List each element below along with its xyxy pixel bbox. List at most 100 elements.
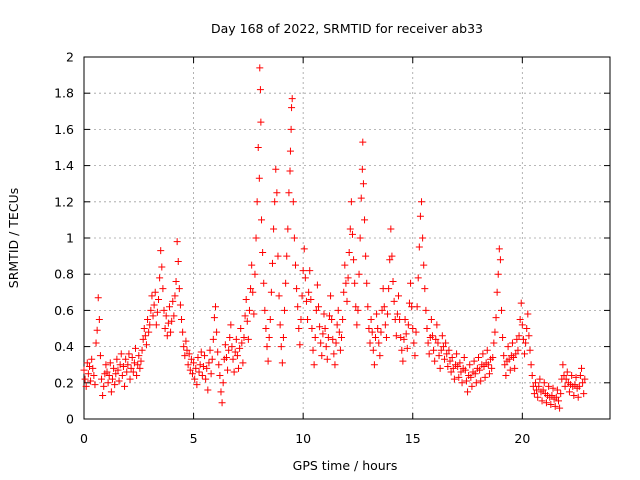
data-point (153, 308, 161, 316)
data-point (106, 359, 114, 367)
data-point (171, 292, 179, 300)
data-point (341, 261, 349, 269)
data-point (510, 353, 518, 361)
data-point (148, 292, 156, 300)
data-point (99, 391, 107, 399)
data-point (455, 373, 463, 381)
data-point (418, 198, 426, 206)
data-point (147, 306, 155, 314)
data-point (278, 359, 286, 367)
data-point (274, 252, 282, 260)
data-point (194, 353, 202, 361)
data-point (156, 274, 164, 282)
data-point (385, 285, 393, 293)
data-point (351, 279, 359, 287)
data-point (441, 355, 449, 363)
data-point (150, 301, 158, 309)
data-point (284, 225, 292, 233)
data-point (416, 212, 424, 220)
data-point (128, 353, 136, 361)
data-point (484, 361, 492, 369)
data-point (382, 334, 390, 342)
data-point (89, 364, 97, 372)
data-point (176, 301, 184, 309)
data-point (206, 346, 214, 354)
data-point (421, 285, 429, 293)
data-point (80, 366, 88, 374)
data-point (126, 375, 134, 383)
data-point (501, 361, 509, 369)
data-point (570, 391, 578, 399)
data-point (163, 332, 171, 340)
data-point (362, 252, 370, 260)
data-point (434, 339, 442, 347)
data-point (168, 317, 176, 325)
data-point (515, 332, 523, 340)
data-point (162, 312, 170, 320)
data-point (318, 352, 326, 360)
data-point (471, 370, 479, 378)
data-point (439, 343, 447, 351)
data-point (286, 167, 294, 175)
data-point (398, 346, 406, 354)
y-tick-label: 1.4 (54, 158, 74, 173)
data-point (496, 256, 504, 264)
data-point (149, 312, 157, 320)
data-point (142, 341, 150, 349)
data-point (393, 310, 401, 318)
data-point (369, 346, 377, 354)
data-point (353, 321, 361, 329)
data-point (467, 373, 475, 381)
data-point (322, 343, 330, 351)
data-point (135, 352, 143, 360)
data-point (464, 388, 472, 396)
data-point (221, 341, 229, 349)
data-point (180, 343, 188, 351)
data-point (565, 388, 573, 396)
data-point (141, 332, 149, 340)
data-point (139, 335, 147, 343)
data-point (105, 372, 113, 380)
data-point (216, 372, 224, 380)
data-point (377, 328, 385, 336)
data-point (479, 350, 487, 358)
data-point (513, 335, 521, 343)
data-point (219, 379, 227, 387)
data-point (108, 375, 116, 383)
data-point (427, 315, 435, 323)
data-point (245, 306, 253, 314)
data-point (368, 328, 376, 336)
y-tick-label: 0.4 (54, 339, 74, 354)
data-point (485, 370, 493, 378)
data-point (516, 315, 524, 323)
y-tick-label: 1.6 (54, 122, 74, 137)
data-point (409, 325, 417, 332)
data-point (470, 357, 478, 365)
data-point (511, 364, 519, 372)
y-tick-label: 1.2 (54, 194, 74, 209)
data-point (290, 234, 298, 242)
data-point (252, 234, 260, 242)
data-point (490, 339, 498, 347)
data-point (342, 279, 350, 287)
data-point (493, 288, 501, 296)
data-point (197, 348, 205, 356)
data-point (231, 348, 239, 356)
data-point (250, 310, 258, 318)
data-point (102, 361, 110, 369)
data-point (363, 279, 371, 287)
data-point (388, 252, 396, 260)
data-point (395, 292, 403, 300)
data-point (390, 297, 398, 305)
data-point (364, 303, 372, 311)
data-point (458, 379, 466, 387)
data-point (294, 303, 302, 311)
data-point (448, 353, 456, 361)
data-point (291, 261, 299, 269)
data-point (415, 243, 423, 251)
data-point (228, 343, 236, 351)
data-point (438, 332, 446, 340)
data-point (350, 256, 358, 264)
data-point (145, 328, 153, 336)
data-point (563, 368, 571, 376)
